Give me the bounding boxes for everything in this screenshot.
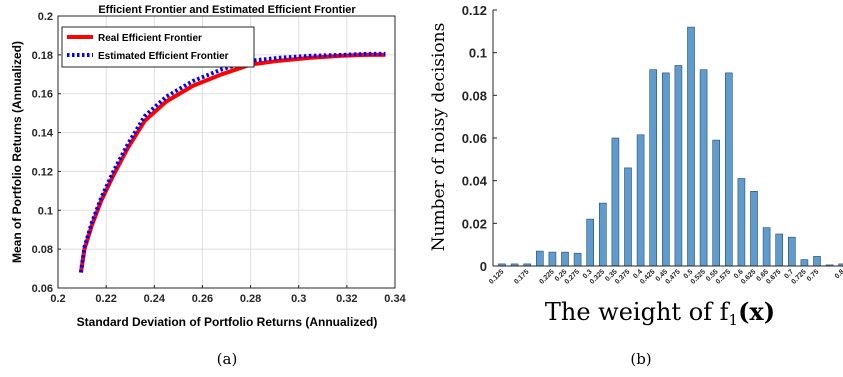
b-x-tick-label: 0.725 (790, 268, 807, 285)
a-x-tick-label: 0.26 (192, 293, 213, 305)
b-x-tick-label: 0.75 (806, 268, 821, 283)
a-x-axis-label: Standard Deviation of Portfolio Returns … (77, 315, 378, 329)
b-bar (598, 202, 607, 267)
b-x-tick-label: 0.475 (664, 268, 681, 285)
b-bar (724, 72, 733, 267)
a-x-tick-label: 0.2 (50, 293, 65, 305)
b-bar (762, 227, 771, 267)
b-x-tick-label: 0.575 (715, 268, 732, 285)
a-series-estimated-line (78, 51, 386, 273)
b-x-tick-label: 0.7 (783, 268, 795, 280)
b-x-tick-label: 0.4 (632, 268, 644, 280)
b-bar (561, 251, 569, 267)
b-bar (624, 167, 632, 267)
b-bar (573, 252, 582, 267)
b-bar (661, 72, 670, 267)
a-y-tick-label: 0.1 (38, 205, 53, 217)
b-y-tick-label: 0.02 (462, 216, 487, 231)
b-bar (611, 137, 620, 267)
b-x-tick-label: 0.525 (690, 268, 707, 285)
b-bar (750, 191, 758, 267)
b-y-tick-label: 0.08 (462, 88, 487, 103)
a-legend-label-estimated: Estimated Efficient Frontier (98, 51, 229, 62)
a-x-tick-label: 0.28 (240, 293, 261, 305)
b-x-axis-label: The weight of f1(x) (545, 297, 775, 329)
b-x-tick-label: 0.325 (589, 268, 606, 285)
b-bar (548, 251, 557, 267)
a-legend-label-real: Real Efficient Frontier (98, 33, 202, 44)
b-bar (586, 218, 595, 267)
a-x-tick-label: 0.22 (95, 293, 116, 305)
b-x-tick-label: 0.6 (733, 268, 745, 280)
b-y-tick-label: 0.06 (462, 131, 487, 146)
a-chart-title: Efficient Frontier and Estimated Efficie… (98, 4, 356, 16)
b-x-axis-label-text: The weight of f (545, 298, 731, 326)
b-bar (712, 139, 721, 267)
a-x-tick-label: 0.3 (291, 293, 306, 305)
b-x-tick-label: 0.375 (614, 268, 631, 285)
b-y-tick-label: 0.1 (469, 46, 487, 61)
a-y-tick-label: 0.18 (32, 50, 53, 62)
b-x-tick-label: 0.425 (639, 268, 656, 285)
b-bar (775, 233, 784, 267)
a-y-tick-label: 0.12 (32, 166, 53, 178)
b-x-axis-label-sub: 1 (729, 311, 739, 329)
a-x-tick-label: 0.24 (144, 293, 166, 305)
b-bar (687, 26, 695, 267)
a-y-axis-label: Mean of Portfolio Returns (Annualized) (10, 41, 24, 263)
b-bar (737, 178, 746, 267)
a-legend: Real Efficient Frontier Estimated Effici… (61, 26, 255, 68)
a-plot-frame (57, 15, 396, 289)
b-bars (498, 26, 843, 267)
a-x-tick-label: 0.32 (336, 293, 357, 305)
b-caption: (b) (630, 350, 651, 368)
b-x-tick-label: 0.175 (513, 268, 530, 285)
b-x-tick-label: 0.675 (765, 268, 782, 285)
b-x-axis-label-arg: (x) (738, 297, 775, 326)
a-y-tick-label: 0.08 (32, 244, 53, 256)
a-series-lines (78, 51, 386, 273)
a-y-tick-label: 0.2 (38, 11, 53, 23)
b-x-tick-label: 0.3 (582, 268, 594, 280)
b-bar (535, 250, 544, 267)
b-bar (636, 134, 645, 267)
a-x-tick-label: 0.34 (384, 293, 406, 305)
frontier-chart: 0.2 0.22 0.24 0.26 0.28 0.3 0.32 0.34 0.06 0.08 0.… (10, 4, 407, 368)
a-series-real-line (78, 52, 386, 273)
b-x-tick-label: 0.625 (740, 268, 757, 285)
b-bar (787, 236, 796, 267)
b-y-axis-label: Number of noisy decisions (429, 23, 449, 252)
b-bar (674, 65, 683, 267)
a-legend-box (61, 26, 255, 68)
b-y-tick-label: 0.12 (462, 3, 487, 18)
b-bar (813, 256, 821, 267)
b-x-tick-label: 0.275 (564, 268, 581, 285)
b-x-tick-label: 0.8 (834, 268, 843, 280)
b-bar (800, 259, 809, 267)
b-y-tick-label: 0 (480, 259, 487, 274)
b-x-tick-label: 0.5 (683, 268, 695, 280)
b-x-tick-label: 0.125 (488, 268, 505, 285)
a-tick-labels: 0.2 0.22 0.24 0.26 0.28 0.3 0.32 0.34 0.06 0.08 0.… (32, 11, 407, 305)
a-caption: (a) (217, 350, 238, 368)
a-y-tick-label: 0.14 (32, 128, 54, 140)
b-y-tick-label: 0.04 (462, 174, 488, 189)
a-y-tick-label: 0.16 (32, 89, 53, 101)
a-y-tick-label: 0.06 (32, 283, 53, 295)
b-bar (649, 69, 658, 267)
b-x-tick-label: 0.225 (538, 268, 555, 285)
b-bar (699, 69, 708, 267)
